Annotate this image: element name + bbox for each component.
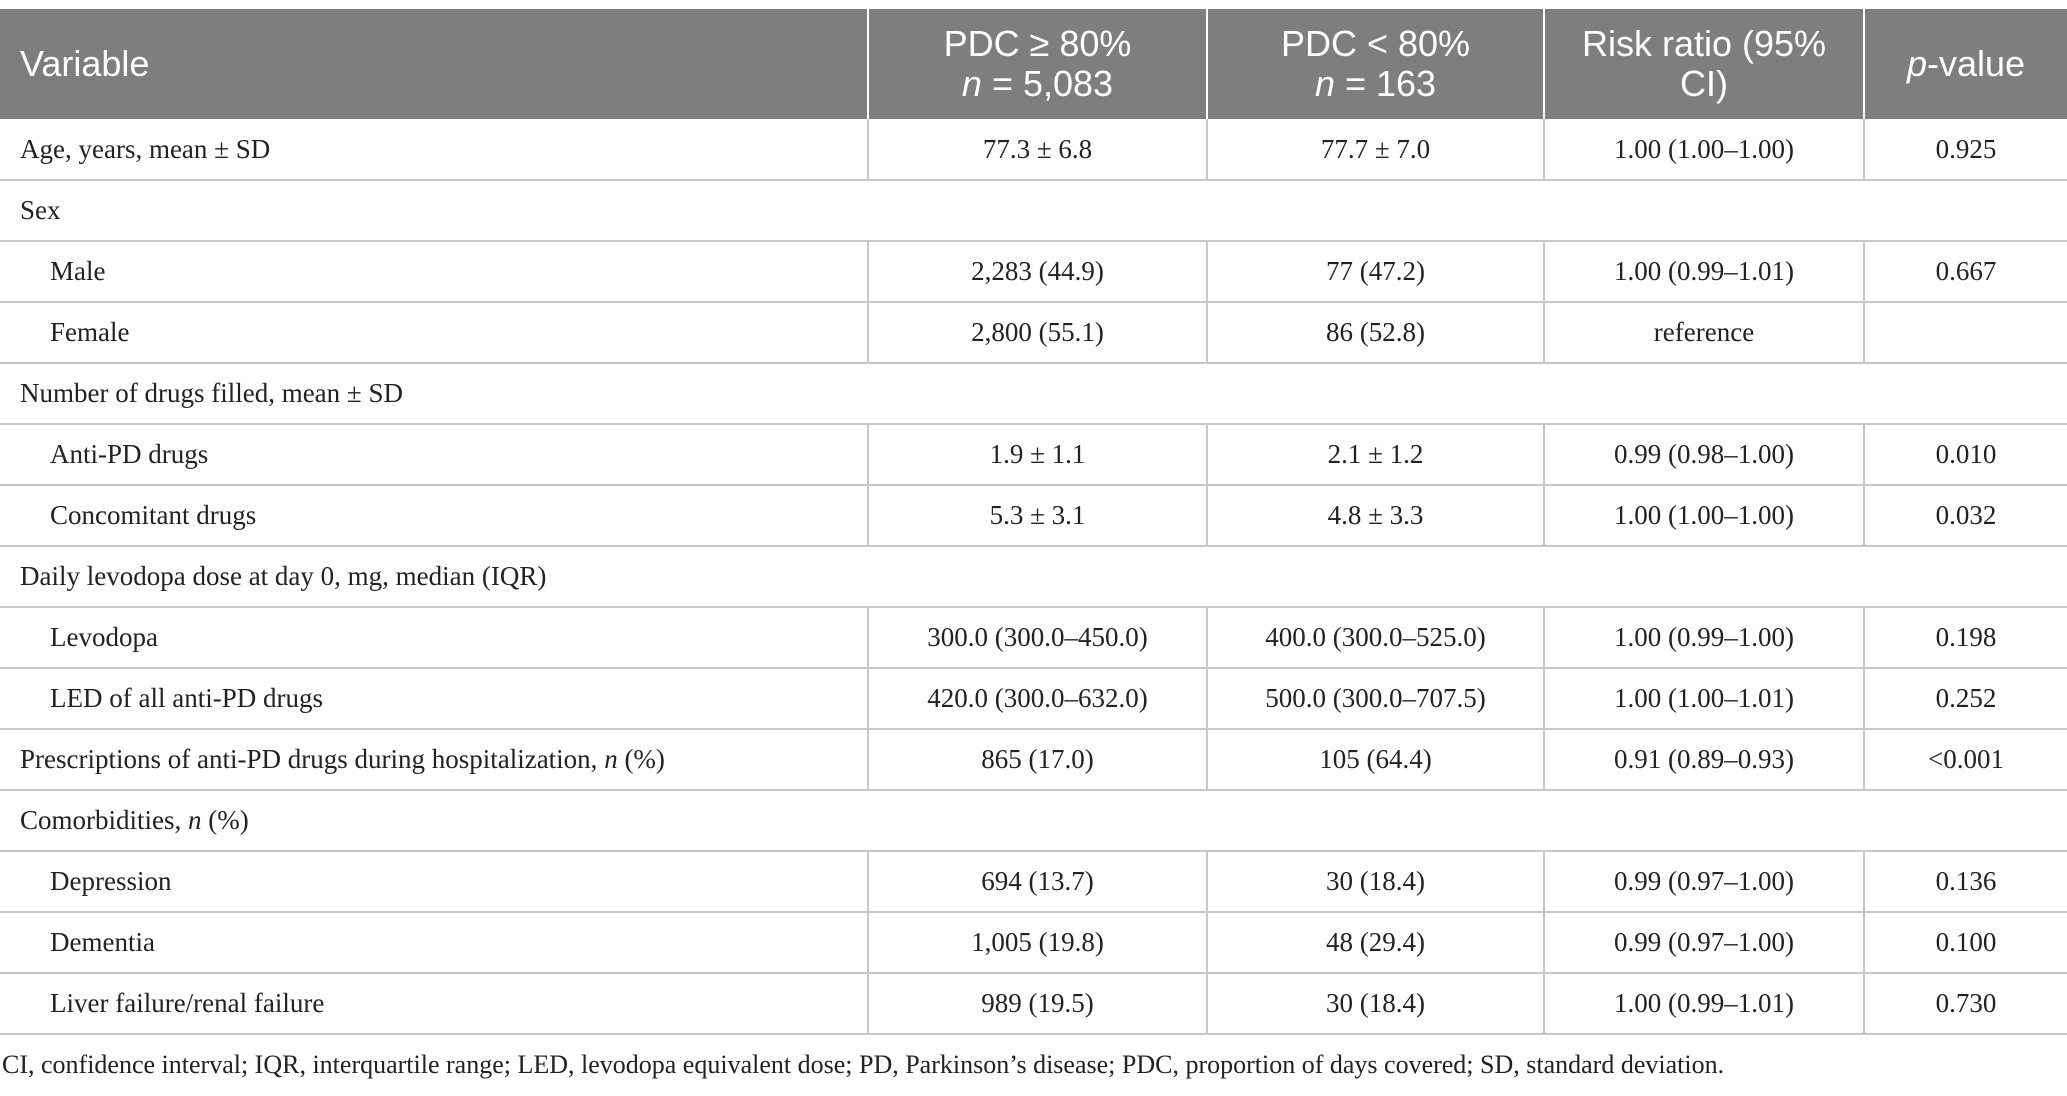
table-container: Variable PDC ≥ 80% n = 5,083 PDC < 80% n… (0, 9, 2067, 1035)
header-row: Variable PDC ≥ 80% n = 5,083 PDC < 80% n… (0, 9, 2067, 119)
cell-pdc-high: 1.9 ± 1.1 (868, 424, 1208, 486)
cell-pdc-low: 48 (29.4) (1207, 912, 1545, 974)
row-label: Concomitant drugs (0, 485, 869, 547)
table-row: LED of all anti-PD drugs 420.0 (300.0–63… (0, 668, 2067, 730)
cell-pdc-high: 2,800 (55.1) (868, 302, 1208, 364)
cell-p-value: 0.730 (1864, 973, 2067, 1035)
cell-risk-ratio: 1.00 (1.00–1.00) (1544, 485, 1865, 547)
cell-pdc-low: 30 (18.4) (1207, 851, 1545, 913)
section-label: Comorbidities, n (%) (0, 790, 2067, 852)
section-row: Sex (0, 180, 2067, 242)
cell-pdc-low: 77 (47.2) (1207, 241, 1545, 303)
cell-p-value: 0.925 (1864, 119, 2067, 181)
section-label: Number of drugs filled, mean ± SD (0, 363, 2067, 425)
cell-pdc-low: 500.0 (300.0–707.5) (1207, 668, 1545, 730)
cell-pdc-high: 77.3 ± 6.8 (868, 119, 1208, 181)
table-row: Female 2,800 (55.1) 86 (52.8) reference (0, 302, 2067, 364)
row-label: Anti-PD drugs (0, 424, 869, 486)
section-label: Sex (0, 180, 2067, 242)
cell-pdc-low: 86 (52.8) (1207, 302, 1545, 364)
cell-risk-ratio: 0.99 (0.97–1.00) (1544, 912, 1865, 974)
row-label: Depression (0, 851, 869, 913)
cell-pdc-low: 400.0 (300.0–525.0) (1207, 607, 1545, 669)
row-label: Levodopa (0, 607, 869, 669)
header-risk-ratio: Risk ratio (95% CI) (1544, 9, 1865, 119)
table-row: Prescriptions of anti-PD drugs during ho… (0, 729, 2067, 791)
cell-pdc-high: 865 (17.0) (868, 729, 1208, 791)
cell-risk-ratio: 1.00 (1.00–1.01) (1544, 668, 1865, 730)
cell-pdc-high: 694 (13.7) (868, 851, 1208, 913)
cell-pdc-low: 77.7 ± 7.0 (1207, 119, 1545, 181)
section-row: Number of drugs filled, mean ± SD (0, 363, 2067, 425)
table-header: Variable PDC ≥ 80% n = 5,083 PDC < 80% n… (0, 9, 2067, 119)
cell-p-value: <0.001 (1864, 729, 2067, 791)
cell-p-value: 0.032 (1864, 485, 2067, 547)
cell-p-value: 0.198 (1864, 607, 2067, 669)
cell-pdc-low: 30 (18.4) (1207, 973, 1545, 1035)
cell-pdc-high: 300.0 (300.0–450.0) (868, 607, 1208, 669)
row-label: Female (0, 302, 869, 364)
table-row: Liver failure/renal failure 989 (19.5) 3… (0, 973, 2067, 1035)
table-row: Concomitant drugs 5.3 ± 3.1 4.8 ± 3.3 1.… (0, 485, 2067, 547)
row-label: Prescriptions of anti-PD drugs during ho… (0, 729, 869, 791)
table-row: Anti-PD drugs 1.9 ± 1.1 2.1 ± 1.2 0.99 (… (0, 424, 2067, 486)
table-row: Male 2,283 (44.9) 77 (47.2) 1.00 (0.99–1… (0, 241, 2067, 303)
header-pdc-high: PDC ≥ 80% n = 5,083 (868, 9, 1208, 119)
cell-p-value: 0.136 (1864, 851, 2067, 913)
cell-pdc-low: 105 (64.4) (1207, 729, 1545, 791)
cell-p-value (1864, 302, 2067, 364)
row-label: LED of all anti-PD drugs (0, 668, 869, 730)
row-label: Dementia (0, 912, 869, 974)
cell-pdc-high: 989 (19.5) (868, 973, 1208, 1035)
cell-p-value: 0.667 (1864, 241, 2067, 303)
cell-p-value: 0.100 (1864, 912, 2067, 974)
cell-risk-ratio: 1.00 (0.99–1.01) (1544, 241, 1865, 303)
cell-risk-ratio: 1.00 (0.99–1.00) (1544, 607, 1865, 669)
cell-pdc-high: 1,005 (19.8) (868, 912, 1208, 974)
header-variable: Variable (0, 9, 869, 119)
cell-pdc-high: 420.0 (300.0–632.0) (868, 668, 1208, 730)
results-table: Variable PDC ≥ 80% n = 5,083 PDC < 80% n… (0, 9, 2067, 1035)
cell-risk-ratio: reference (1544, 302, 1865, 364)
cell-p-value: 0.010 (1864, 424, 2067, 486)
table-row: Depression 694 (13.7) 30 (18.4) 0.99 (0.… (0, 851, 2067, 913)
row-label: Age, years, mean ± SD (0, 119, 869, 181)
row-label: Liver failure/renal failure (0, 973, 869, 1035)
table-row: Levodopa 300.0 (300.0–450.0) 400.0 (300.… (0, 607, 2067, 669)
section-row: Comorbidities, n (%) (0, 790, 2067, 852)
cell-pdc-low: 4.8 ± 3.3 (1207, 485, 1545, 547)
table-body: Age, years, mean ± SD 77.3 ± 6.8 77.7 ± … (0, 119, 2067, 1035)
cell-risk-ratio: 0.91 (0.89–0.93) (1544, 729, 1865, 791)
cell-risk-ratio: 1.00 (1.00–1.00) (1544, 119, 1865, 181)
cell-risk-ratio: 1.00 (0.99–1.01) (1544, 973, 1865, 1035)
cell-pdc-high: 5.3 ± 3.1 (868, 485, 1208, 547)
cell-p-value: 0.252 (1864, 668, 2067, 730)
table-row: Age, years, mean ± SD 77.3 ± 6.8 77.7 ± … (0, 119, 2067, 181)
cell-pdc-low: 2.1 ± 1.2 (1207, 424, 1545, 486)
table-row: Dementia 1,005 (19.8) 48 (29.4) 0.99 (0.… (0, 912, 2067, 974)
section-label: Daily levodopa dose at day 0, mg, median… (0, 546, 2067, 608)
row-label: Male (0, 241, 869, 303)
section-row: Daily levodopa dose at day 0, mg, median… (0, 546, 2067, 608)
cell-risk-ratio: 0.99 (0.97–1.00) (1544, 851, 1865, 913)
table-footnote: CI, confidence interval; IQR, interquart… (2, 1050, 1725, 1079)
cell-risk-ratio: 0.99 (0.98–1.00) (1544, 424, 1865, 486)
header-p-value: p-value (1864, 9, 2067, 119)
cell-pdc-high: 2,283 (44.9) (868, 241, 1208, 303)
header-pdc-low: PDC < 80% n = 163 (1207, 9, 1545, 119)
